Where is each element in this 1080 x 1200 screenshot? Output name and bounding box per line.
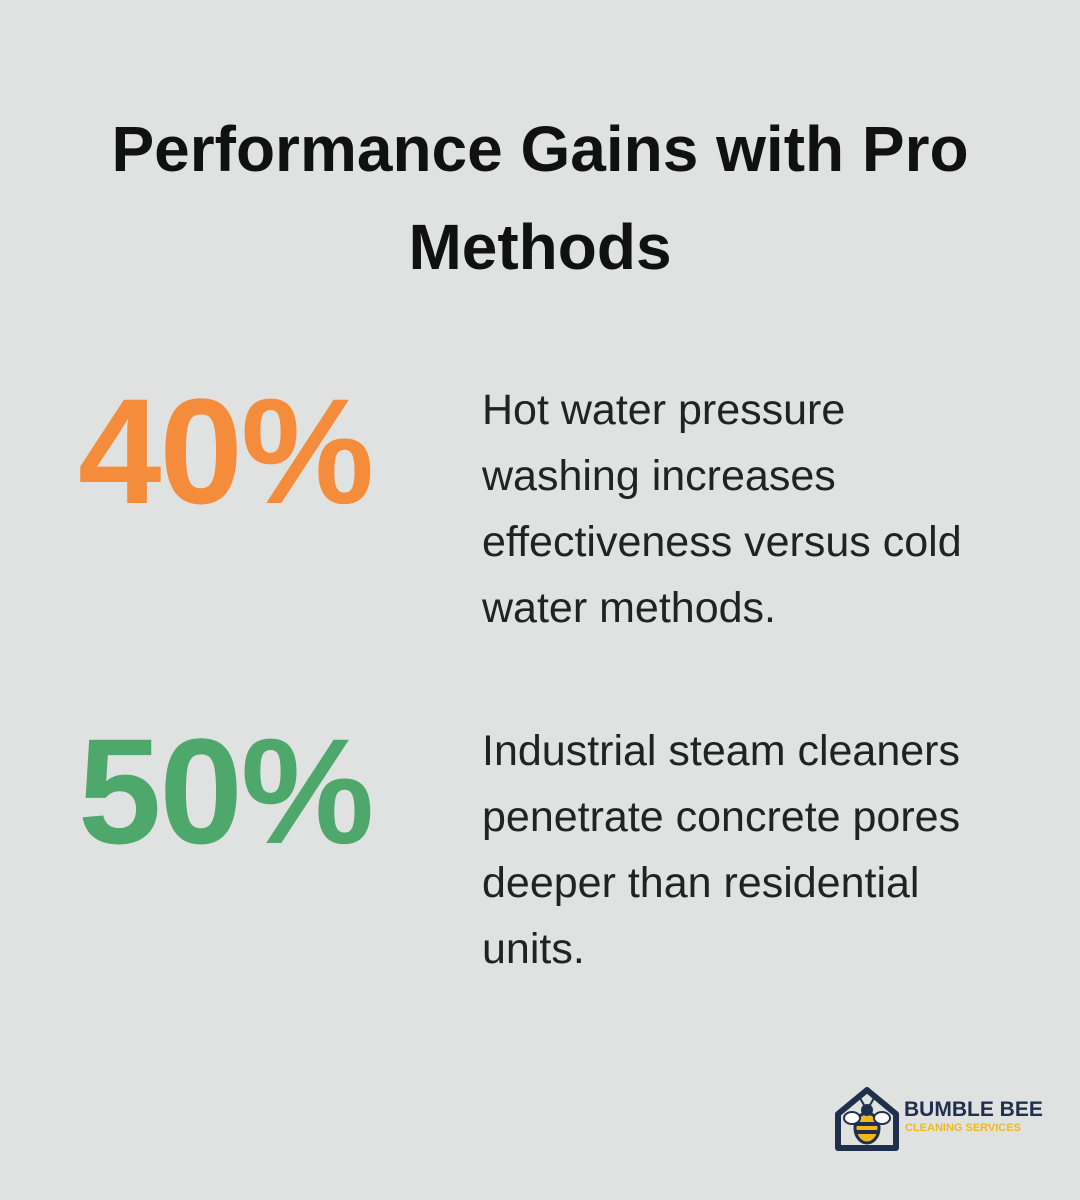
title: Performance Gains with Pro Methods: [111, 113, 969, 283]
logo-icon: [835, 1087, 899, 1151]
stat-description: Industrial steam cleaners penetrate conc…: [482, 727, 961, 973]
logo-name: BUMBLE BEE: [904, 1098, 1043, 1121]
logo-tagline: CLEANING SERVICES: [905, 1122, 1021, 1134]
stat-value: 40%: [78, 367, 374, 535]
logo: BUMBLE BEE CLEANING SERVICES: [832, 1086, 1052, 1152]
stat-value: 50%: [78, 707, 374, 875]
stat-description: Hot water pressure washing increases eff…: [482, 386, 962, 632]
